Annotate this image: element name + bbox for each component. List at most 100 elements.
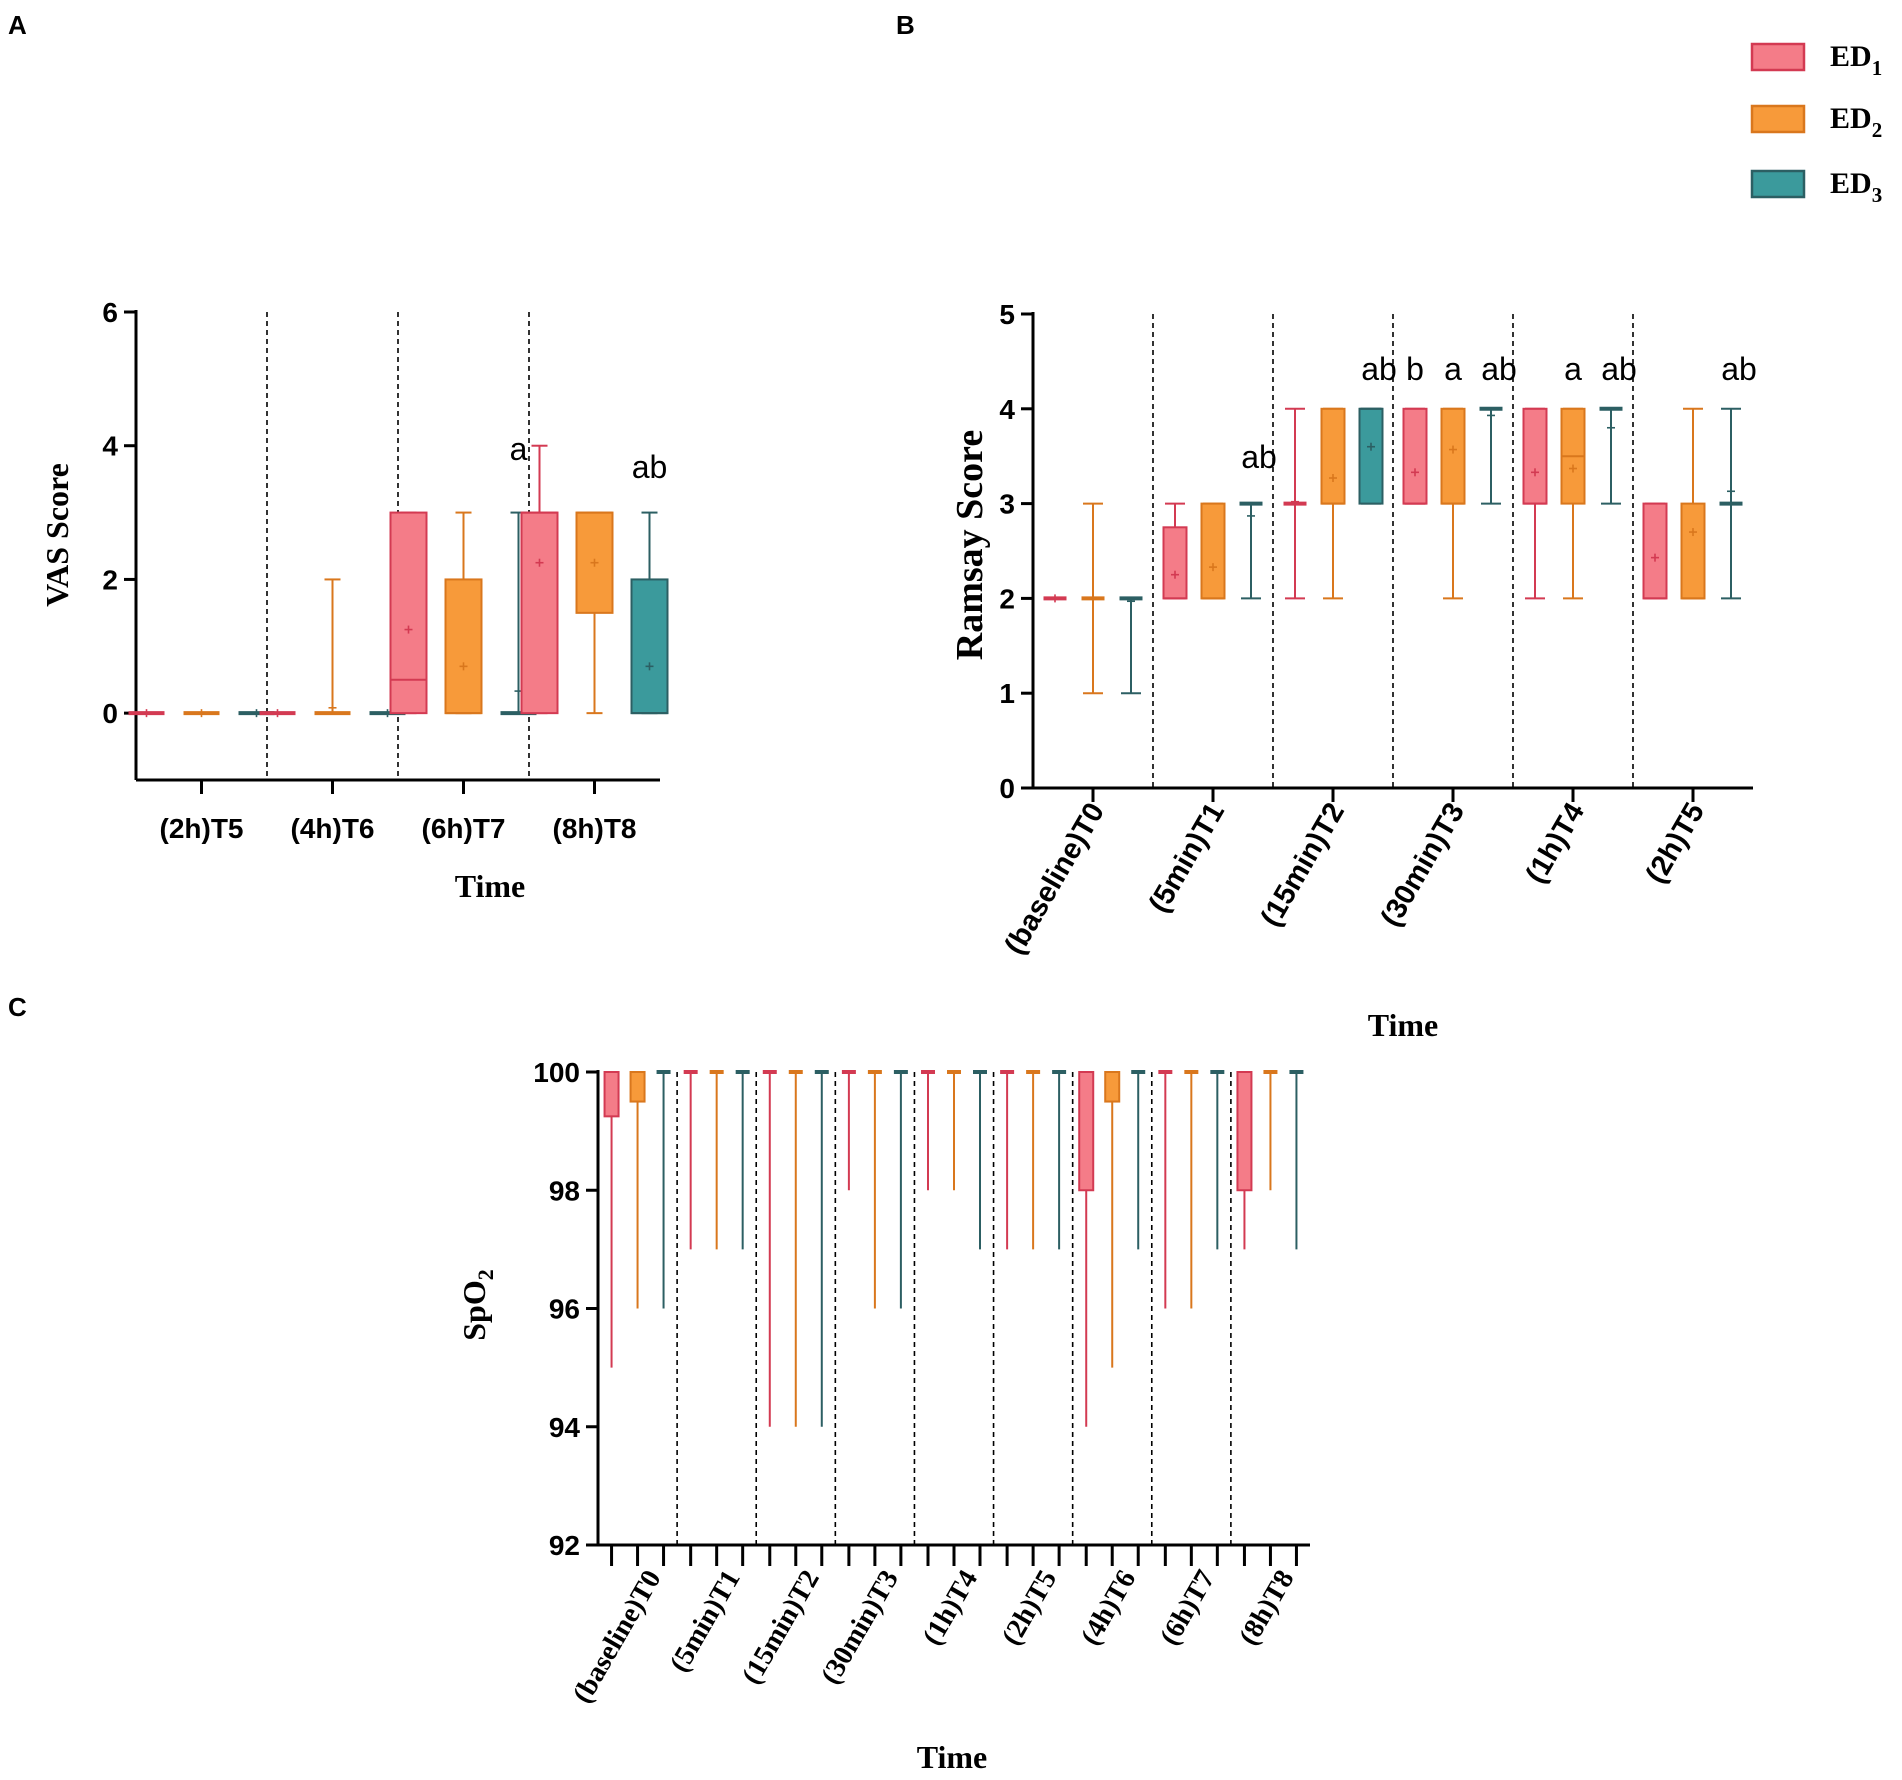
box-ed3-3 <box>1479 406 1503 505</box>
box-ed1-6 <box>1078 1071 1095 1427</box>
x-tick-label: (2h)T5 <box>996 1565 1063 1651</box>
x-tick-label: (2h)T5 <box>160 813 244 844</box>
panel-c-xlabel: Time <box>917 1739 988 1775</box>
y-tick-label: 4 <box>102 431 118 462</box>
significance-annotation: ab <box>1721 351 1757 387</box>
significance-annotation: ab <box>632 449 668 485</box>
box-ed2-0 <box>1081 502 1105 695</box>
y-tick-label: 100 <box>533 1057 580 1088</box>
box-ed2-2 <box>444 511 483 715</box>
box-iqr <box>1642 502 1668 600</box>
x-tick-label: (15min)T2 <box>1255 798 1351 933</box>
box-ed3-5 <box>1052 1070 1067 1250</box>
box-iqr <box>1320 407 1346 505</box>
x-tick-label: (30min)T3 <box>1375 798 1471 933</box>
svg-text:ED1: ED1 <box>1830 40 1882 80</box>
box-ed2-5 <box>1680 407 1706 600</box>
box-iqr <box>1440 407 1466 505</box>
x-tick-label: (baseline)T0 <box>567 1565 668 1708</box>
legend-swatch-ed2 <box>1750 104 1806 134</box>
svg-text:SpO2: SpO2 <box>456 1269 498 1340</box>
chart-panel-b: 0 1 2 3 4 5 (baseline)T0 (5min)T1 (15min)T2 (30mi… <box>999 299 1757 960</box>
legend-sub-ed2: 2 <box>1872 118 1883 142</box>
chart-panel-c: 92 94 96 98 100 (baseline)T0(5min)T1(15min)T2… <box>533 1057 1310 1708</box>
box-iqr <box>1104 1071 1121 1103</box>
box-ed1-1 <box>683 1070 698 1250</box>
x-tick-label: (baseline)T0 <box>999 798 1111 961</box>
y-tick-label: 4 <box>999 394 1015 425</box>
box-ed3-4 <box>973 1070 987 1250</box>
box-ed2-3 <box>1440 407 1466 600</box>
y-tick-label: 0 <box>102 698 118 729</box>
box-ed1-3 <box>1402 407 1428 505</box>
chart-panel-a: 0 2 4 6 (2h)T5 (4h)T6 (6h)T7 (8h)T8 a ab <box>102 297 669 844</box>
panel-b-xlabel: Time <box>1368 1007 1439 1043</box>
box-ed1-5 <box>1642 502 1668 600</box>
y-tick-label: 1 <box>999 678 1015 709</box>
box-iqr <box>629 1071 646 1103</box>
box-ed2-2 <box>788 1070 803 1427</box>
box-ed3-1 <box>735 1070 750 1250</box>
x-tick-label: (30min)T3 <box>815 1565 905 1690</box>
panel-c-ylabel: SpO <box>456 1280 492 1340</box>
box-ed2-7 <box>1184 1070 1199 1309</box>
significance-annotation: a <box>1564 351 1582 387</box>
box-ed1-0 <box>128 709 165 718</box>
box-ed3-2 <box>1358 407 1384 505</box>
box-ed2-6 <box>1104 1071 1121 1368</box>
box-ed1-3 <box>841 1070 856 1191</box>
y-tick-label: 3 <box>999 489 1015 520</box>
box-ed3-7 <box>1210 1070 1225 1250</box>
panel-c-ylabel-sub: 2 <box>473 1269 498 1280</box>
significance-annotation: ab <box>1481 351 1517 387</box>
legend-item-ed1: ED1 <box>1750 40 1882 80</box>
y-tick-label: 92 <box>549 1530 580 1561</box>
box-ed2-4 <box>947 1070 961 1191</box>
box-ed3-3 <box>630 511 669 715</box>
legend-swatch-ed1 <box>1750 42 1806 72</box>
y-tick-label: 2 <box>999 583 1015 614</box>
x-tick-label: (6h)T7 <box>422 813 506 844</box>
y-tick-label: 5 <box>999 299 1015 330</box>
box-ed1-1 <box>259 709 296 718</box>
x-tick-label: (1h)T4 <box>917 1565 984 1651</box>
box-iqr <box>630 578 669 715</box>
legend-label-ed3: ED <box>1830 167 1872 200</box>
box-ed1-0 <box>1043 594 1067 603</box>
x-tick-label: (4h)T6 <box>291 813 375 844</box>
panel-label-a: A <box>8 10 27 40</box>
x-tick-label: (8h)T8 <box>553 813 637 844</box>
y-tick-label: 94 <box>549 1412 581 1443</box>
box-iqr <box>1162 526 1188 600</box>
box-ed1-7 <box>1158 1070 1173 1309</box>
y-tick-label: 0 <box>999 773 1015 804</box>
box-ed1-0 <box>603 1071 620 1368</box>
box-iqr <box>1402 407 1428 505</box>
legend-item-ed3: ED3 <box>1750 167 1882 207</box>
box-ed1-2 <box>762 1070 777 1427</box>
legend: ED1 ED2 ED3 <box>1750 40 1883 207</box>
box-iqr <box>1236 1071 1253 1192</box>
box-iqr <box>1522 407 1548 505</box>
legend-item-ed2: ED2 <box>1750 102 1883 142</box>
box-iqr <box>1078 1071 1095 1192</box>
box-ed2-1 <box>1200 502 1226 600</box>
x-tick-label: (15min)T2 <box>736 1565 826 1690</box>
box-ed2-0 <box>183 709 220 718</box>
x-tick-label: (8h)T8 <box>1233 1565 1300 1651</box>
significance-annotation: ab <box>1241 439 1277 475</box>
x-tick-label: (2h)T5 <box>1640 798 1711 889</box>
box-ed2-0 <box>629 1071 646 1309</box>
x-tick-label: (1h)T4 <box>1520 798 1591 889</box>
box-iqr <box>603 1071 620 1118</box>
box-ed1-5 <box>1000 1070 1015 1250</box>
box-ed1-2 <box>1283 407 1307 600</box>
box-ed3-6 <box>1131 1070 1146 1250</box>
box-ed2-8 <box>1263 1070 1278 1191</box>
box-ed2-4 <box>1560 407 1586 600</box>
box-ed1-4 <box>1522 407 1548 600</box>
y-tick-label: 98 <box>549 1175 580 1206</box>
box-ed3-1 <box>1239 501 1263 600</box>
box-iqr <box>389 511 428 715</box>
